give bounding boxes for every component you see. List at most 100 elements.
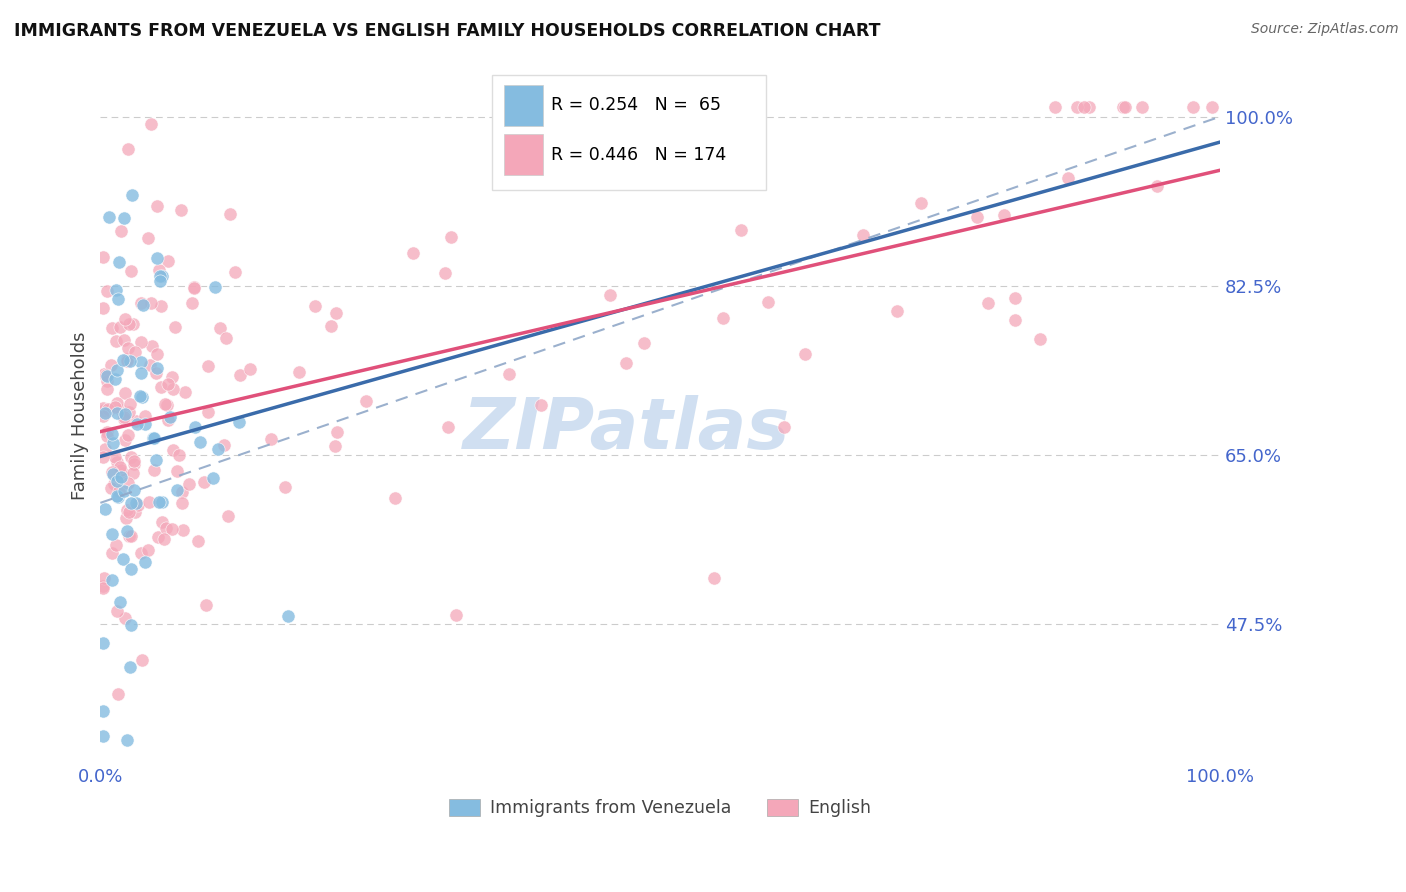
Point bbox=[93, 442, 115, 456]
Point bbox=[111, 352, 134, 367]
Point bbox=[148, 274, 170, 288]
Point bbox=[209, 321, 232, 335]
Point bbox=[101, 573, 124, 587]
Point bbox=[91, 581, 114, 595]
Point bbox=[124, 344, 146, 359]
Point bbox=[114, 312, 136, 326]
Point bbox=[101, 527, 124, 541]
Point bbox=[105, 455, 128, 469]
Point bbox=[172, 523, 194, 537]
Point bbox=[117, 524, 139, 538]
Point bbox=[115, 511, 138, 525]
Point bbox=[127, 498, 149, 512]
Point bbox=[444, 607, 467, 622]
Point bbox=[117, 352, 139, 367]
Point bbox=[162, 443, 184, 458]
Point bbox=[288, 366, 311, 380]
Text: R = 0.446   N = 174: R = 0.446 N = 174 bbox=[551, 145, 727, 163]
Point bbox=[91, 409, 114, 423]
Point bbox=[187, 534, 209, 549]
Point bbox=[166, 483, 188, 498]
Point bbox=[323, 439, 346, 453]
Point bbox=[153, 397, 176, 411]
Point bbox=[138, 543, 160, 558]
Point bbox=[188, 434, 211, 449]
Point bbox=[212, 438, 235, 452]
Point bbox=[101, 467, 124, 482]
Point bbox=[141, 117, 163, 131]
Point bbox=[103, 476, 125, 491]
Point bbox=[129, 355, 152, 369]
Point bbox=[138, 495, 160, 509]
Point bbox=[97, 210, 120, 224]
Point bbox=[96, 374, 118, 388]
Point bbox=[170, 203, 193, 218]
Point bbox=[96, 369, 118, 384]
Point bbox=[108, 320, 131, 334]
Point bbox=[100, 358, 122, 372]
Point bbox=[155, 521, 177, 535]
Point bbox=[131, 366, 153, 380]
Point bbox=[101, 465, 124, 479]
Point bbox=[170, 485, 193, 500]
Point bbox=[852, 228, 875, 243]
FancyBboxPatch shape bbox=[505, 85, 543, 126]
FancyBboxPatch shape bbox=[505, 134, 543, 175]
Point bbox=[118, 354, 141, 368]
Point bbox=[93, 579, 115, 593]
Point bbox=[1077, 100, 1099, 114]
Point bbox=[1004, 313, 1026, 327]
Point bbox=[260, 433, 283, 447]
Text: ZIPatlas: ZIPatlas bbox=[463, 395, 790, 465]
Point bbox=[599, 288, 621, 302]
Point bbox=[91, 401, 114, 416]
Point bbox=[122, 483, 145, 497]
Point bbox=[105, 489, 128, 503]
Point bbox=[150, 268, 173, 283]
Point bbox=[98, 403, 121, 417]
Point bbox=[115, 733, 138, 747]
Point bbox=[228, 368, 250, 382]
Point bbox=[91, 250, 114, 264]
Point bbox=[136, 231, 159, 245]
Point bbox=[201, 471, 224, 485]
Point bbox=[91, 636, 114, 650]
Point bbox=[886, 303, 908, 318]
Point bbox=[96, 425, 118, 439]
Point bbox=[1201, 100, 1223, 114]
Point bbox=[104, 372, 127, 386]
Point bbox=[114, 385, 136, 400]
Point bbox=[105, 538, 128, 552]
Point bbox=[117, 529, 139, 543]
Point bbox=[773, 420, 796, 434]
Point bbox=[111, 552, 134, 566]
Point bbox=[1056, 171, 1078, 186]
Point bbox=[910, 195, 932, 210]
Point bbox=[142, 431, 165, 445]
Point bbox=[177, 477, 200, 491]
Point bbox=[1045, 100, 1067, 114]
Point bbox=[150, 495, 173, 509]
Point bbox=[142, 431, 165, 445]
Point bbox=[173, 385, 195, 400]
Point bbox=[146, 530, 169, 544]
Point bbox=[120, 529, 142, 543]
Point bbox=[104, 334, 127, 348]
Point bbox=[1182, 100, 1205, 114]
Point bbox=[139, 359, 162, 373]
Point bbox=[114, 407, 136, 421]
Point bbox=[93, 402, 115, 417]
Point bbox=[100, 481, 122, 495]
Point bbox=[91, 704, 114, 718]
Point bbox=[160, 370, 183, 384]
Text: IMMIGRANTS FROM VENEZUELA VS ENGLISH FAMILY HOUSEHOLDS CORRELATION CHART: IMMIGRANTS FROM VENEZUELA VS ENGLISH FAM… bbox=[14, 22, 880, 40]
Point bbox=[125, 496, 148, 510]
Point bbox=[356, 393, 378, 408]
Point bbox=[148, 495, 170, 509]
Point bbox=[105, 363, 128, 377]
Point bbox=[120, 495, 142, 509]
Point bbox=[183, 281, 205, 295]
Point bbox=[118, 659, 141, 673]
Point bbox=[145, 452, 167, 467]
Point bbox=[107, 490, 129, 504]
